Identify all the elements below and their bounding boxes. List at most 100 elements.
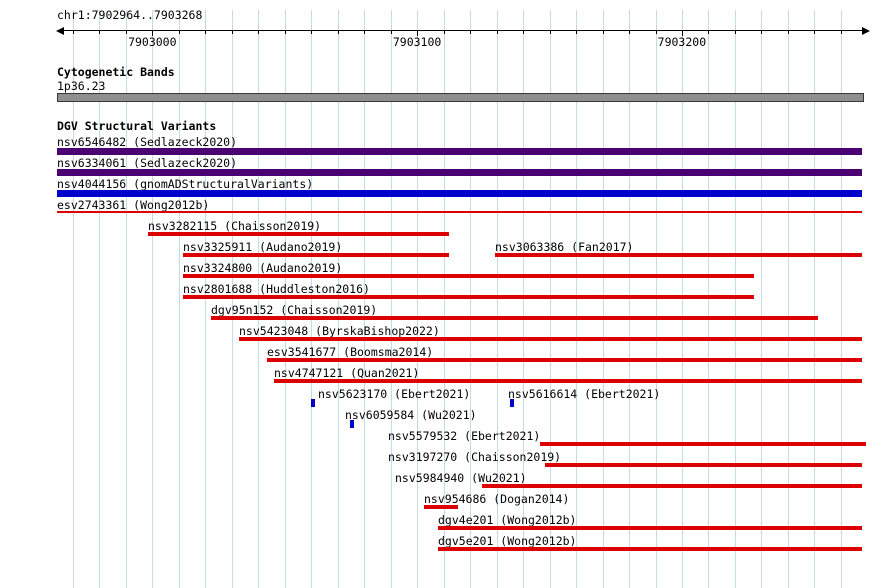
cytogenetic-section-title: Cytogenetic Bands [57,65,175,79]
variant-bar-nsv2801688[interactable] [183,295,754,299]
variant-label-nsv2801688: nsv2801688 (Huddleston2016) [183,282,370,296]
ruler-major-tick [417,30,419,36]
ruler-tick-label: 7903200 [657,35,707,49]
variant-bar-nsv954686[interactable] [424,505,458,509]
ruler-major-tick [681,30,683,36]
ruler-right-arrow-icon [862,27,870,35]
grid-line [840,10,842,588]
grid-line [576,10,577,588]
variant-label-nsv4044156: nsv4044156 (gnomADStructuralVariants) [57,177,314,191]
variant-label-nsv3282115: nsv3282115 (Chaisson2019) [148,219,322,233]
grid-line [152,10,154,588]
grid-line [337,10,339,588]
variant-label-nsv5579532: nsv5579532 (Ebert2021) [388,429,541,443]
variant-bar-esv2743361[interactable] [57,211,862,213]
grid-line [655,10,657,588]
ruler-minor-tick [523,30,525,34]
variant-label-nsv5616614: nsv5616614 (Ebert2021) [508,387,661,401]
variant-bar-dgv4e201[interactable] [438,526,862,530]
variant-bar-nsv3282115[interactable] [148,232,449,236]
ruler-minor-tick [390,30,392,34]
variant-label-nsv3324800: nsv3324800 (Audano2019) [183,261,343,275]
grid-line [205,10,207,588]
grid-line [284,10,286,588]
grid-line [629,10,630,588]
ruler-minor-tick [231,30,233,34]
variant-bar-nsv3063386[interactable] [495,253,862,257]
variant-bar-nsv5984940[interactable] [482,484,862,488]
ruler-minor-tick [496,30,498,34]
grid-line [761,10,763,588]
ruler-minor-tick [549,30,551,34]
ruler-minor-tick [337,30,339,34]
variant-bar-nsv6334061[interactable] [57,169,862,176]
ruler-minor-tick [814,30,816,34]
variant-label-dgv95n152: dgv95n152 (Chaisson2019) [211,303,378,317]
grid-line [417,10,419,588]
ruler-minor-tick [787,30,789,34]
grid-line [390,10,392,588]
grid-line [787,10,789,588]
ruler-minor-tick [205,30,207,34]
ruler-minor-tick [761,30,763,34]
variant-bar-nsv5579532[interactable] [540,442,866,446]
variant-bar-nsv5623170[interactable] [311,399,315,407]
ruler-minor-tick [655,30,657,34]
ruler-minor-tick [125,30,127,34]
grid-line [708,10,710,588]
grid-line [681,10,683,588]
variant-bar-nsv4044156[interactable] [57,190,862,197]
ruler-minor-tick [284,30,286,34]
ruler-minor-tick [178,30,180,34]
variant-bar-nsv3197270[interactable] [545,463,862,467]
variant-label-nsv5423048: nsv5423048 (ByrskaBishop2022) [239,324,440,338]
variant-bar-nsv4747121[interactable] [274,379,862,383]
ruler-minor-tick [470,30,472,34]
ruler-minor-tick [99,30,101,34]
variant-label-esv3541677: esv3541677 (Boomsma2014) [267,345,434,359]
ruler-minor-tick [602,30,604,34]
ruler-line [64,30,862,31]
ruler-minor-tick [311,30,313,34]
ruler-minor-tick [629,30,630,34]
ruler-tick-label: 7903100 [392,35,442,49]
ruler-tick-label: 7903000 [128,35,177,49]
variant-label-nsv6334061: nsv6334061 (Sedlazeck2020) [57,156,238,170]
ruler-minor-tick [708,30,710,34]
variant-bar-nsv5423048[interactable] [239,337,862,341]
grid-line [258,10,260,588]
variant-label-nsv954686: nsv954686 (Dogan2014) [424,492,570,506]
grid-line [602,10,604,588]
variant-label-nsv5984940: nsv5984940 (Wu2021) [395,471,527,485]
variant-bar-dgv5e201[interactable] [438,547,862,551]
grid-line [125,10,127,588]
variant-bar-nsv6059584[interactable] [350,420,354,428]
ruler-minor-tick [840,30,842,34]
variant-bar-nsv3324800[interactable] [183,274,754,278]
ruler-minor-tick [72,30,74,34]
variant-label-nsv3325911: nsv3325911 (Audano2019) [183,240,343,254]
variant-bar-nsv5616614[interactable] [510,399,514,407]
grid-line [231,10,233,588]
variant-bar-nsv6546482[interactable] [57,148,862,155]
variant-bar-dgv95n152[interactable] [211,316,818,320]
variant-label-esv2743361: esv2743361 (Wong2012b) [57,198,210,212]
variant-label-dgv4e201: dgv4e201 (Wong2012b) [438,513,577,527]
variant-bar-esv3541677[interactable] [267,358,862,362]
variant-label-dgv5e201: dgv5e201 (Wong2012b) [438,534,577,548]
variant-label-nsv4747121: nsv4747121 (Quan2021) [274,366,420,380]
grid-line [496,10,498,588]
region-header: chr1:7902964..7903268 [57,8,203,22]
ruler-left-arrow-icon [56,27,64,35]
variant-label-nsv3063386: nsv3063386 (Fan2017) [495,240,634,254]
grid-line [99,10,101,588]
variant-bar-nsv3325911[interactable] [183,253,449,257]
ruler-minor-tick [734,30,736,34]
ruler-major-tick [152,30,154,36]
ruler-minor-tick [258,30,260,34]
cytoband-bar[interactable] [57,93,864,102]
grid-line [549,10,551,588]
ruler-minor-tick [364,30,366,34]
variant-label-nsv6546482: nsv6546482 (Sedlazeck2020) [57,135,238,149]
